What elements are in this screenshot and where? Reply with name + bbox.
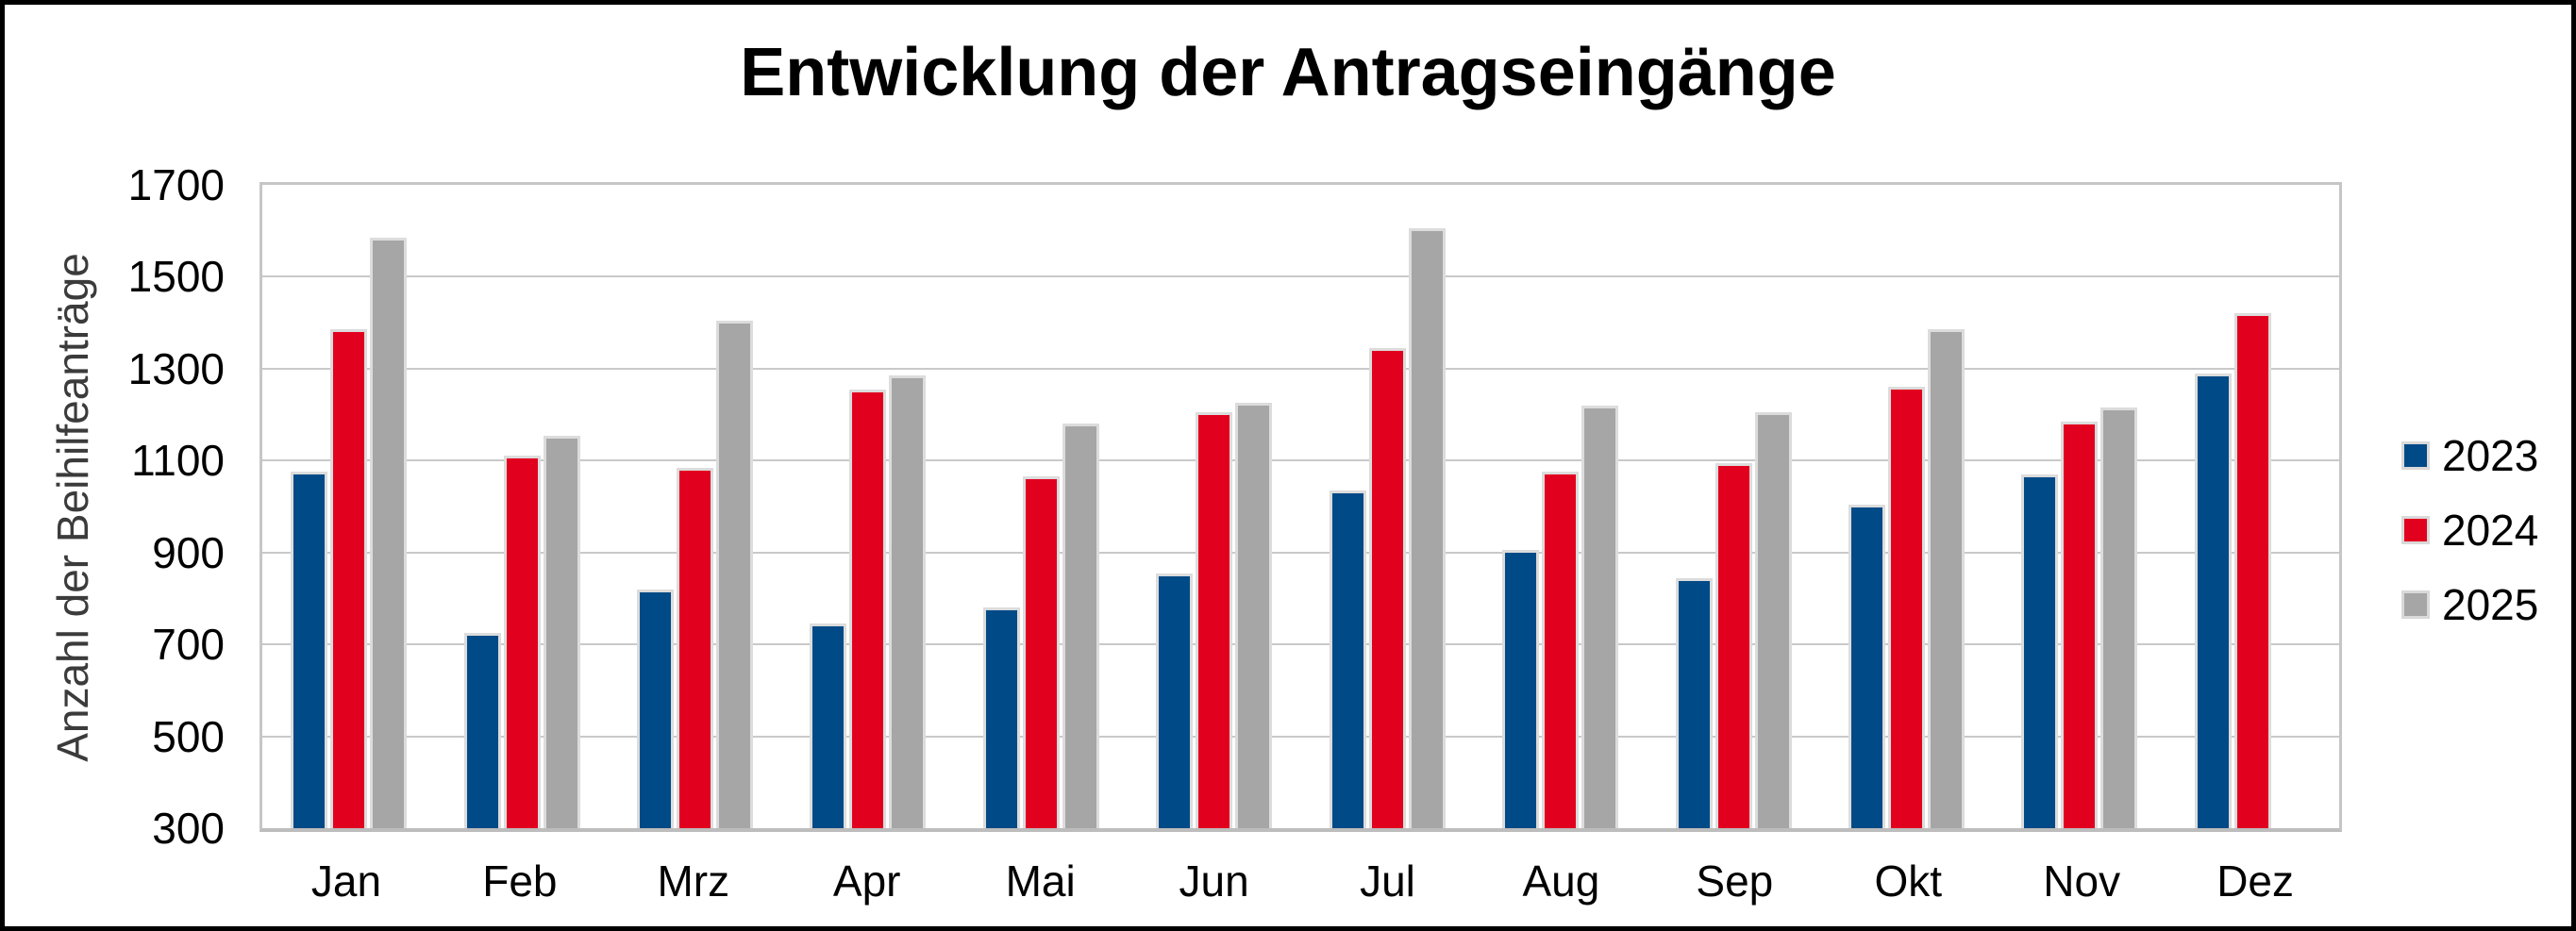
x-label-Aug: Aug	[1522, 856, 1600, 906]
bar-2024-Jul	[1368, 347, 1406, 828]
legend-swatch-2025	[2401, 590, 2430, 619]
bar-2025-Jan	[370, 238, 408, 828]
bar-group-Okt	[1820, 185, 1993, 828]
bar-2023-Nov	[2021, 474, 2059, 828]
bar-2025-Jun	[1235, 403, 1273, 828]
bar-2023-Jan	[291, 472, 328, 828]
y-tick-label-900: 900	[152, 527, 225, 577]
chart-title: Entwicklung der Antragseingänge	[740, 35, 1836, 110]
bar-2024-Feb	[503, 456, 541, 828]
bar-2025-Aug	[1581, 405, 1619, 828]
bar-2024-Mai	[1022, 476, 1060, 828]
bar-2024-Apr	[849, 389, 887, 828]
y-tick-label-300: 300	[152, 804, 225, 853]
bar-group-Dez	[2166, 185, 2339, 828]
x-label-Okt: Okt	[1874, 856, 1943, 906]
bar-2024-Aug	[1542, 472, 1580, 828]
bar-2024-Dez	[2233, 313, 2271, 828]
gridline-1300	[262, 367, 2339, 370]
y-axis-tick-labels: 1700 1500 1300 1100 900 700 500 300	[5, 5, 225, 926]
bar-group-Sep	[1647, 185, 1819, 828]
x-label-Mai: Mai	[1005, 856, 1076, 906]
bar-2023-Jul	[1329, 490, 1366, 828]
bar-2025-Nov	[2100, 407, 2138, 828]
y-tick-label-1300: 1300	[127, 343, 225, 393]
bar-2025-Feb	[543, 435, 580, 828]
gridline-700	[262, 643, 2339, 646]
x-label-Jul: Jul	[1360, 856, 1415, 906]
legend-swatch-2024	[2401, 516, 2430, 544]
bar-group-Jul	[1301, 185, 1474, 828]
bar-2025-Okt	[1928, 329, 1965, 828]
bar-group-Apr	[781, 185, 954, 828]
x-label-Nov: Nov	[2043, 856, 2121, 906]
bar-2025-Jul	[1408, 228, 1446, 828]
bar-2024-Nov	[2061, 421, 2099, 828]
bar-2025-Mai	[1062, 424, 1099, 828]
x-label-Apr: Apr	[832, 856, 901, 906]
y-tick-label-1100: 1100	[131, 436, 225, 486]
plot-area	[259, 182, 2342, 832]
bar-2024-Jun	[1196, 412, 1233, 828]
legend-item-2023: 2023	[2401, 434, 2538, 477]
bar-2025-Sep	[1754, 412, 1792, 828]
y-tick-label-1500: 1500	[127, 252, 225, 302]
bar-2024-Mrz	[677, 467, 714, 828]
legend-item-2025: 2025	[2401, 583, 2538, 626]
legend-item-2024: 2024	[2401, 508, 2538, 552]
x-label-Mrz: Mrz	[657, 856, 730, 906]
bar-2023-Mrz	[637, 589, 675, 828]
y-tick-label-700: 700	[152, 620, 225, 670]
gridline-900	[262, 551, 2339, 554]
legend-label-2025: 2025	[2442, 580, 2539, 629]
gridline-1100	[262, 459, 2339, 462]
x-label-Sep: Sep	[1696, 856, 1774, 906]
bar-2025-Mrz	[716, 320, 754, 828]
bar-group-Jun	[1128, 185, 1300, 828]
legend-label-2023: 2023	[2442, 431, 2539, 480]
bar-2023-Feb	[463, 632, 501, 828]
bar-2024-Sep	[1715, 462, 1752, 828]
bar-2023-Dez	[2194, 373, 2232, 828]
y-tick-label-500: 500	[152, 711, 225, 761]
x-label-Jan: Jan	[310, 856, 382, 906]
legend: 2023 2024 2025	[2401, 434, 2538, 626]
bar-2023-Okt	[1848, 504, 1885, 828]
bar-group-Aug	[1474, 185, 1647, 828]
bar-2023-Aug	[1502, 550, 1540, 828]
gridline-1500	[262, 275, 2339, 278]
y-tick-label-1700: 1700	[127, 160, 225, 209]
x-label-Jun: Jun	[1179, 856, 1249, 906]
bar-group-Mrz	[609, 185, 781, 828]
bar-2023-Jun	[1156, 573, 1194, 828]
bar-groups	[262, 185, 2339, 828]
x-axis-labels: Jan Feb Mrz Apr Mai Jun Jul Aug Sep Okt Nov Dez	[259, 859, 2342, 903]
legend-swatch-2023	[2401, 441, 2430, 470]
bar-2024-Jan	[330, 329, 368, 828]
bar-2024-Okt	[1888, 387, 1925, 828]
x-label-Feb: Feb	[482, 856, 558, 906]
gridline-500	[262, 735, 2339, 738]
bar-group-Mai	[955, 185, 1128, 828]
bar-group-Jan	[262, 185, 435, 828]
legend-label-2024: 2024	[2442, 506, 2539, 555]
bar-group-Nov	[1993, 185, 2166, 828]
bar-group-Feb	[435, 185, 608, 828]
bar-2025-Apr	[889, 375, 927, 828]
bar-2023-Mai	[982, 607, 1020, 828]
x-label-Dez: Dez	[2216, 856, 2294, 906]
bar-2023-Apr	[810, 623, 847, 828]
bar-2023-Sep	[1675, 577, 1713, 828]
